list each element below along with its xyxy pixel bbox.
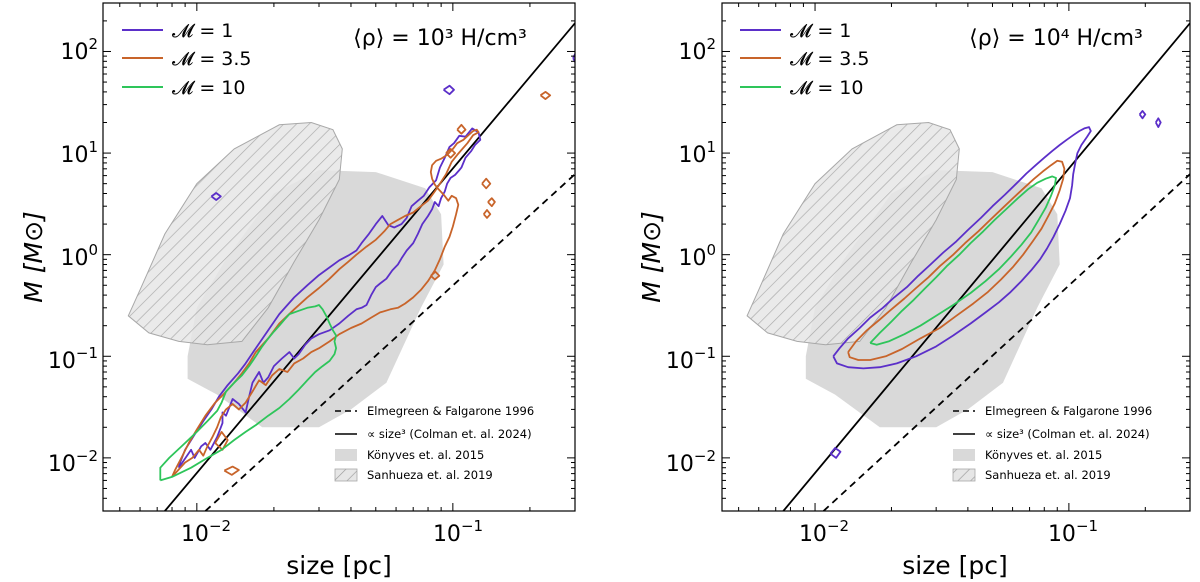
right-line-elmegreen bbox=[822, 173, 1190, 511]
left-ytick-label-100: 102 bbox=[60, 35, 98, 65]
left-reference-lines bbox=[164, 22, 575, 511]
left-legend-swatch-konyves bbox=[335, 449, 357, 461]
left-y-axis-title: M [M⊙] bbox=[19, 211, 48, 303]
left-contour-mach3_5-10 bbox=[487, 197, 496, 208]
left-contour-mach3_5-6 bbox=[223, 465, 240, 476]
left-panel: 102 101 100 10−1 10−2 10−2 10−1 size [pc… bbox=[19, 2, 576, 580]
right-xtick-label-0.01: 10−2 bbox=[799, 517, 849, 547]
left-legend-swatch-sanhueza bbox=[334, 468, 358, 482]
left-line-colman bbox=[164, 22, 575, 511]
left-legend-label-konyves: Könyves et. al. 2015 bbox=[367, 448, 484, 462]
left-legend-label-colman: ∝ size³ (Colman et. al. 2024) bbox=[367, 427, 532, 441]
right-ytick-label-1: 100 bbox=[678, 241, 716, 271]
right-legend-label-konyves: Könyves et. al. 2015 bbox=[985, 448, 1102, 462]
left-contour-mach3_5-9 bbox=[481, 177, 492, 190]
left-contour-mach3_5-7 bbox=[456, 123, 467, 135]
right-contour-mach10-5 bbox=[869, 175, 1057, 346]
right-contour-mach1-3 bbox=[1155, 117, 1162, 128]
right-mach-legend: 𝓜 = 1 𝓜 = 3.5 𝓜 = 10 bbox=[740, 20, 870, 99]
right-legend-swatch-konyves bbox=[953, 449, 975, 461]
left-plot-frame bbox=[102, 2, 576, 512]
left-contour-mach1-2 bbox=[443, 84, 455, 96]
right-legend-label-mach1: 𝓜 = 1 bbox=[790, 20, 851, 42]
left-density-title: ⟨ρ⟩ = 10³ H/cm³ bbox=[353, 26, 527, 51]
right-legend-swatch-sanhueza bbox=[952, 468, 976, 482]
right-legend-label-colman: ∝ size³ (Colman et. al. 2024) bbox=[985, 427, 1150, 441]
left-ytick-label-10: 101 bbox=[60, 138, 98, 168]
right-shaded-regions bbox=[746, 121, 1060, 428]
right-x-axis-title: size [pc] bbox=[902, 551, 1008, 580]
right-contour-mach1-0 bbox=[832, 126, 1092, 370]
left-mach-legend: 𝓜 = 1 𝓜 = 3.5 𝓜 = 10 bbox=[122, 20, 252, 99]
right-region-sanhueza bbox=[746, 121, 960, 346]
right-ytick-label-0.01: 10−2 bbox=[666, 447, 716, 477]
left-ytick-label-0.1: 10−1 bbox=[48, 344, 98, 374]
left-contour-mach1-3 bbox=[572, 53, 575, 63]
left-contour-mach3_5-13 bbox=[430, 270, 441, 281]
left-region-sanhueza bbox=[127, 121, 343, 346]
right-panel: 102 101 100 10−1 10−2 10−2 10−1 size [pc… bbox=[637, 2, 1191, 580]
left-legend-label-mach3_5: 𝓜 = 3.5 bbox=[172, 48, 252, 70]
right-ytick-label-100: 102 bbox=[678, 35, 716, 65]
left-xtick-label-0.01: 10−2 bbox=[181, 517, 231, 547]
left-contour-mach3_5-12 bbox=[539, 91, 552, 100]
left-legend-label-mach1: 𝓜 = 1 bbox=[172, 20, 233, 42]
left-reference-legend: Elmegreen & Falgarone 1996 ∝ size³ (Colm… bbox=[334, 404, 534, 482]
left-contour-mach10-14 bbox=[159, 304, 338, 482]
left-contour-mach3_5-11 bbox=[482, 209, 492, 219]
left-contour-mach3_5-8 bbox=[445, 147, 457, 159]
left-contour-mach1-1 bbox=[210, 192, 222, 201]
right-ytick-label-0.1: 10−1 bbox=[666, 344, 716, 374]
right-ticks bbox=[722, 2, 1190, 512]
right-ytick-label-10: 101 bbox=[678, 138, 716, 168]
right-y-axis-title: M [M⊙] bbox=[637, 211, 666, 303]
right-density-title: ⟨ρ⟩ = 10⁴ H/cm³ bbox=[969, 26, 1143, 51]
right-contours bbox=[829, 110, 1162, 459]
right-contour-mach1-2 bbox=[1138, 110, 1147, 120]
left-contour-mach3_5-4 bbox=[171, 128, 480, 478]
right-plot-frame bbox=[721, 2, 1191, 512]
right-legend-label-sanhueza: Sanhueza et. al. 2019 bbox=[985, 468, 1111, 482]
left-legend-label-sanhueza: Sanhueza et. al. 2019 bbox=[367, 468, 493, 482]
left-legend-label-mach10: 𝓜 = 10 bbox=[172, 77, 245, 99]
left-ytick-label-0.01: 10−2 bbox=[48, 447, 98, 477]
right-xtick-label-0.1: 10−1 bbox=[1048, 517, 1098, 547]
right-legend-label-elmegreen: Elmegreen & Falgarone 1996 bbox=[985, 404, 1152, 418]
left-x-axis-title: size [pc] bbox=[286, 551, 392, 580]
right-contour-mach3_5-4 bbox=[847, 159, 1066, 361]
left-shaded-regions bbox=[127, 121, 444, 428]
left-contours bbox=[159, 53, 575, 482]
left-contour-mach1-0 bbox=[177, 127, 482, 469]
left-ytick-label-1: 100 bbox=[60, 241, 98, 271]
right-legend-label-mach10: 𝓜 = 10 bbox=[790, 77, 863, 99]
left-legend-label-elmegreen: Elmegreen & Falgarone 1996 bbox=[367, 404, 534, 418]
left-contour-mach3_5-5 bbox=[214, 430, 229, 451]
right-reference-lines bbox=[782, 22, 1190, 511]
right-reference-legend: Elmegreen & Falgarone 1996 ∝ size³ (Colm… bbox=[952, 404, 1152, 482]
left-xtick-label-0.1: 10−1 bbox=[433, 517, 483, 547]
left-ticks bbox=[103, 2, 575, 512]
right-line-colman bbox=[782, 22, 1190, 511]
right-legend-label-mach3_5: 𝓜 = 3.5 bbox=[790, 48, 870, 70]
right-contour-mach1-1 bbox=[829, 447, 842, 459]
